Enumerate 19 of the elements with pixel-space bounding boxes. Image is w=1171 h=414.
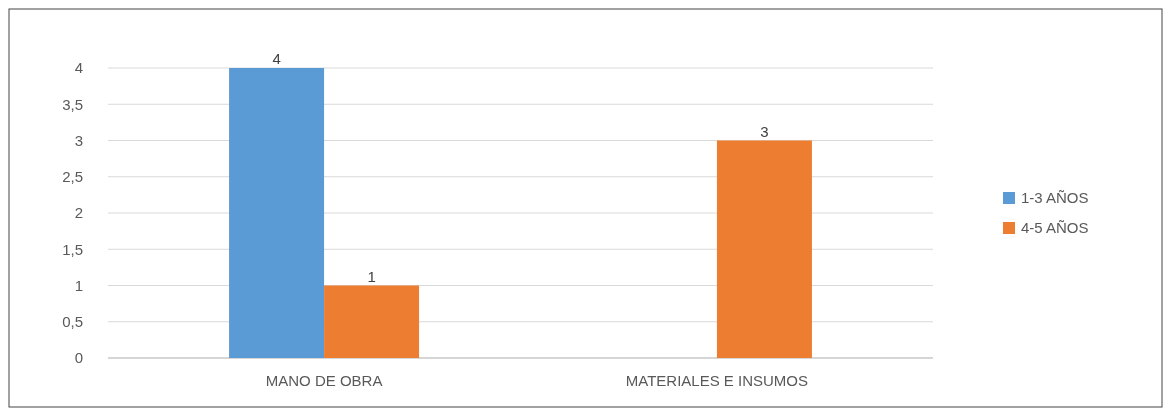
- x-tick-label: MANO DE OBRA: [265, 372, 383, 389]
- data-label: 3: [760, 122, 769, 140]
- legend-label: 1-3 AÑOS: [1021, 189, 1089, 207]
- y-tick-label: 3: [74, 131, 83, 149]
- y-tick-label: 0,5: [62, 313, 83, 330]
- y-tick-label: 4: [74, 59, 83, 77]
- bar: [716, 140, 812, 358]
- y-tick-label: 3,5: [62, 95, 83, 113]
- y-tick-label: 1,5: [62, 240, 83, 258]
- x-tick-label: MATERIALES E INSUMOS: [625, 372, 809, 389]
- y-tick-label: 1: [74, 276, 83, 294]
- y-tick-label: 0: [74, 349, 83, 367]
- bar: [229, 68, 325, 358]
- bar: [324, 285, 420, 358]
- y-tick-label: 2: [74, 204, 83, 222]
- data-label: 4: [272, 50, 281, 67]
- y-tick-label: 2,5: [62, 168, 83, 185]
- data-label: 1: [367, 267, 376, 285]
- legend-label: 4-5 AÑOS: [1021, 219, 1089, 237]
